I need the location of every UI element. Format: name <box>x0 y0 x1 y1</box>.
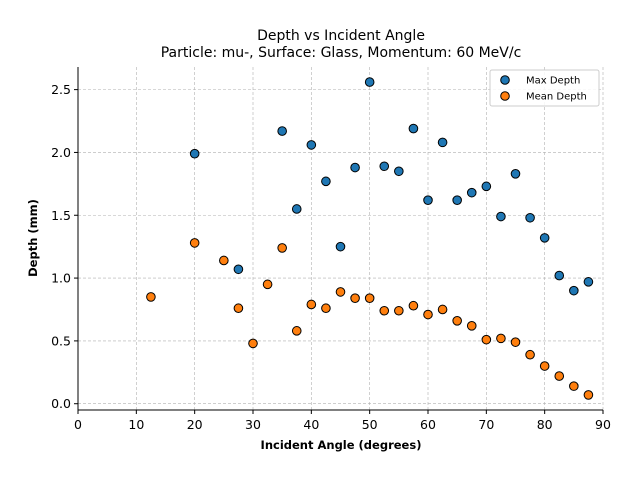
mean-depth-point <box>306 299 317 310</box>
max-depth-legend-label: Max Depth <box>526 76 580 87</box>
mean-depth-point <box>539 361 550 371</box>
mean-depth-point <box>569 381 579 391</box>
max-depth-point <box>408 123 419 134</box>
mean-depth-point <box>189 238 200 248</box>
axes: 0 10 20 30 40 50 60 70 80 90 0.0 0.5 1.0 1.5 2.0 2.5 <box>51 67 611 432</box>
y-tick-label: 1.0 <box>51 271 71 286</box>
mean-depth-point <box>481 334 492 345</box>
max-depth-point <box>452 195 462 205</box>
max-depth-point <box>233 264 244 275</box>
mean-depth-point <box>423 309 433 320</box>
mean-depth-point <box>146 292 156 302</box>
mean-depth-point <box>335 287 346 297</box>
mean-depth-point <box>321 303 331 314</box>
x-tick-label: 30 <box>245 417 261 432</box>
max-depth-point <box>291 204 302 214</box>
max-depth-point <box>321 176 331 187</box>
y-tick-label: 1.5 <box>51 208 71 223</box>
max-depth-point <box>335 241 346 252</box>
mean-depth-point <box>262 279 273 290</box>
mean-depth-point <box>364 293 375 303</box>
mean-depth-point <box>437 304 448 315</box>
max-depth-legend-marker <box>500 75 510 85</box>
max-depth-point <box>306 140 317 150</box>
x-tick-label: 60 <box>420 417 436 432</box>
y-axis-label: Depth (mm) <box>26 199 40 277</box>
mean-depth-point <box>466 321 477 331</box>
mean-depth-point <box>379 305 390 316</box>
x-tick-label: 80 <box>537 417 553 432</box>
max-depth-point <box>539 233 550 243</box>
max-depth-point <box>423 195 433 205</box>
max-depth-point <box>350 162 360 173</box>
x-tick-label: 0 <box>74 417 82 432</box>
grid-lines <box>77 67 604 410</box>
mean-depth-point <box>291 326 302 336</box>
chart-title: Depth vs Incident Angle <box>257 28 425 44</box>
mean-depth-point <box>510 337 521 347</box>
mean-depth-point <box>583 390 594 400</box>
max-depth-point <box>394 166 404 177</box>
x-tick-label: 40 <box>303 417 319 432</box>
chart-subtitle: Particle: mu-, Surface: Glass, Momentum:… <box>161 45 522 61</box>
mean-depth-point <box>452 315 462 326</box>
mean-depth-point <box>277 243 287 253</box>
max-depth-point <box>569 285 579 296</box>
max-depth-point <box>379 161 390 172</box>
mean-depth-point <box>394 305 404 316</box>
mean-depth-point <box>496 333 506 344</box>
legend-box <box>489 69 600 107</box>
y-tick-label: 2.0 <box>51 145 71 160</box>
mean-depth-point <box>233 303 244 314</box>
x-axis-label: Incident Angle (degrees) <box>261 438 422 452</box>
y-tick-label: 2.5 <box>51 82 71 97</box>
legend: Max Depth Mean Depth <box>489 69 600 107</box>
mean-depth-point <box>408 300 419 311</box>
max-depth-point <box>189 148 200 159</box>
mean-depth-point <box>350 293 360 303</box>
x-tick-label: 90 <box>595 417 611 432</box>
max-depth-point <box>437 137 448 148</box>
mean-depth-legend-marker <box>500 91 510 101</box>
mean-depth-point <box>525 349 535 360</box>
x-tick-label: 70 <box>478 417 494 432</box>
max-depth-point <box>583 277 594 287</box>
data-points <box>146 77 594 400</box>
max-depth-point <box>510 168 521 179</box>
mean-depth-point <box>248 338 258 349</box>
max-depth-point <box>525 212 535 223</box>
x-tick-label: 10 <box>128 417 144 432</box>
y-tick-label: 0.5 <box>51 333 71 348</box>
max-depth-point <box>481 181 492 192</box>
max-depth-point <box>496 211 506 222</box>
mean-depth-legend-label: Mean Depth <box>526 92 587 103</box>
x-tick-label: 50 <box>362 417 378 432</box>
mean-depth-point <box>219 255 229 266</box>
mean-depth-point <box>554 371 565 381</box>
max-depth-point <box>364 77 375 87</box>
max-depth-point <box>277 126 287 136</box>
x-tick-label: 20 <box>187 417 203 432</box>
y-tick-label: 0.0 <box>51 396 71 411</box>
max-depth-point <box>466 187 477 198</box>
max-depth-point <box>554 270 565 281</box>
